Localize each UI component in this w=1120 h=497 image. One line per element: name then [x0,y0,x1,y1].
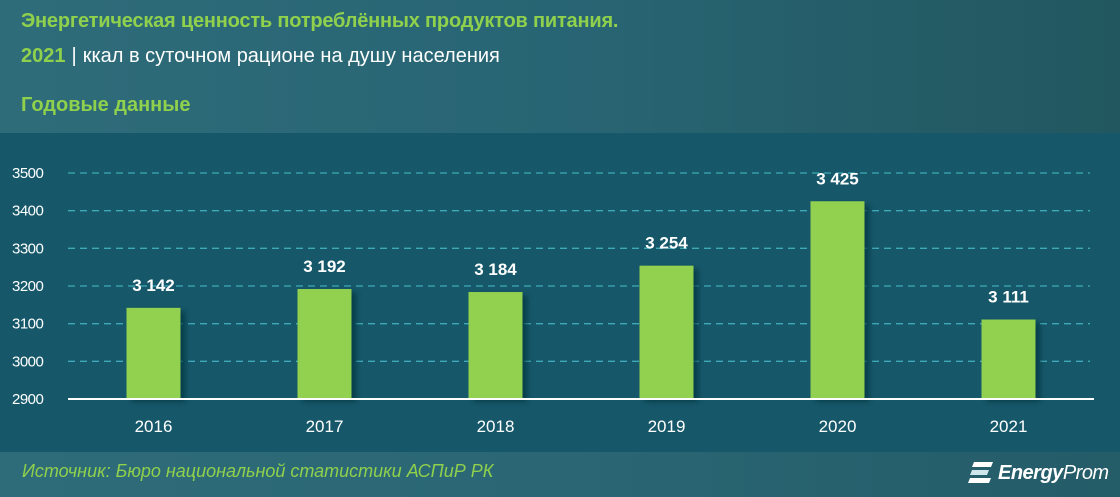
x-axis-labels: 2016 2017 2018 2019 2020 2021 [135,417,1028,436]
bar [639,265,694,399]
bar-group: 3 111 [981,288,1036,399]
source-note: Источник: Бюро национальной статистики А… [22,461,494,481]
bar-value-label: 3 425 [816,169,859,188]
bar-group: 3 142 [126,276,181,399]
logo-text: EnergyProm [998,462,1109,485]
bars: 3 142 3 192 3 184 3 254 3 425 3 111 [126,169,1036,399]
bar [981,319,1036,399]
y-tick-label: 2900 [12,391,44,408]
bar-group: 3 425 [810,169,865,399]
chart-title: Энергетическая ценность потреблённых про… [21,10,619,32]
x-tick-label: 2018 [477,417,515,436]
y-tick-label: 3300 [12,240,44,257]
header-band [0,0,1120,133]
bar-value-label: 3 111 [988,288,1029,307]
logo-text-bold: Energy [998,461,1063,484]
y-tick-label: 3100 [12,316,44,333]
gridlines [68,172,1090,362]
logo-stripes-icon [968,462,993,483]
unit-label: ккал в суточном рационе на душу населени… [82,45,500,67]
bar-value-label: 3 184 [474,260,517,279]
bar [126,307,181,399]
y-tick-label: 3000 [12,353,44,370]
x-tick-label: 2016 [135,417,173,436]
x-tick-label: 2017 [306,417,344,436]
energyprom-logo: EnergyProm [968,459,1109,487]
bar [468,292,523,399]
bar-group: 3 192 [297,257,352,399]
footer-band [0,452,1120,497]
x-tick-label: 2021 [990,417,1028,436]
subtitle-separator: | [71,45,77,67]
chart-subtitle: 2021 | ккал в суточном рационе на душу нас… [21,45,500,68]
bar [297,289,352,399]
y-tick-label: 3200 [12,278,44,295]
period-label: Годовые данные [21,94,191,116]
bar-value-label: 3 254 [645,234,688,253]
y-tick-label: 3400 [12,203,44,220]
y-axis-ticks: 2900 3000 3100 3200 3300 3400 3500 [12,165,44,408]
bar-group: 3 184 [468,260,523,399]
x-tick-label: 2020 [819,417,857,436]
subtitle-year: 2021 [21,45,66,67]
logo-text-light: Prom [1062,461,1109,484]
bar-value-label: 3 192 [303,257,346,276]
y-tick-label: 3500 [12,165,44,182]
x-tick-label: 2019 [648,417,686,436]
bar-value-label: 3 142 [132,276,175,295]
bar [810,201,865,399]
bar-group: 3 254 [639,234,694,399]
